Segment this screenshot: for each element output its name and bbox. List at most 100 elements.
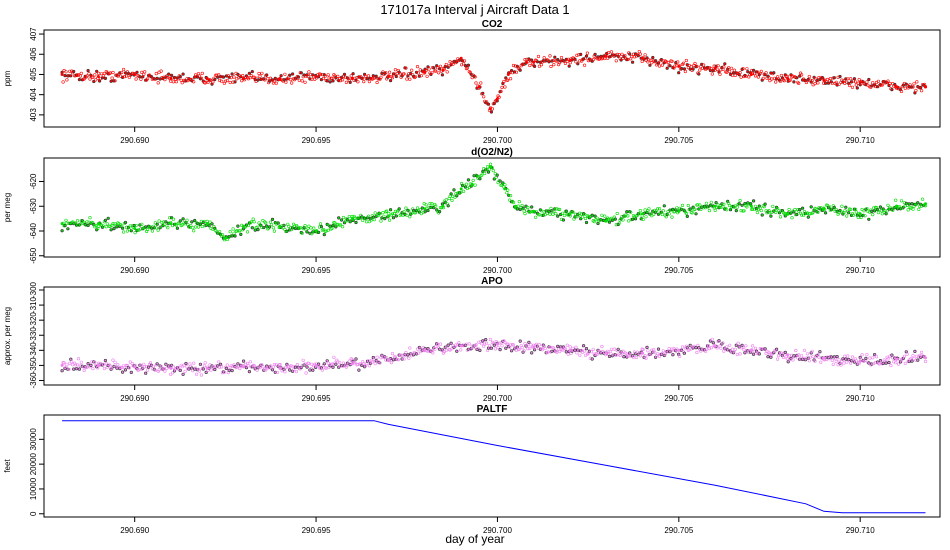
data-point (593, 52, 597, 57)
plot-frame (43, 286, 941, 386)
data-point (232, 231, 236, 235)
data-point (890, 353, 894, 357)
data-point (265, 224, 269, 228)
data-point (802, 348, 807, 352)
data-point (651, 55, 655, 60)
data-point (498, 348, 502, 352)
data-point (677, 209, 681, 213)
data-point (220, 79, 224, 83)
data-point (60, 363, 64, 367)
data-point (488, 337, 493, 342)
data-point (200, 71, 204, 75)
data-point (372, 218, 376, 222)
data-point (101, 224, 105, 228)
data-point (236, 224, 240, 228)
data-point (539, 209, 544, 213)
data-point (434, 69, 438, 73)
data-point (582, 349, 587, 353)
data-point (64, 218, 68, 222)
data-point (93, 73, 97, 77)
data-point (292, 368, 296, 372)
data-point (108, 364, 112, 368)
data-point (94, 78, 98, 82)
data-point (746, 70, 750, 74)
data-point (881, 207, 885, 211)
data-point (556, 57, 560, 62)
data-point (770, 77, 774, 81)
data-point (444, 348, 448, 353)
data-point (379, 219, 383, 223)
data-point (269, 222, 274, 227)
data-point (590, 357, 594, 361)
data-point (709, 66, 713, 71)
data-point (181, 372, 185, 376)
data-point (613, 217, 617, 221)
data-point (102, 71, 106, 76)
series-points-apo (60, 337, 928, 377)
data-point (870, 209, 874, 213)
data-point (919, 89, 924, 93)
data-point (184, 361, 188, 366)
data-point (857, 77, 861, 82)
data-point (695, 350, 699, 355)
data-point (110, 366, 114, 371)
data-point (441, 68, 445, 72)
data-point (841, 357, 845, 361)
data-point (197, 74, 202, 78)
data-point (470, 182, 474, 186)
data-point (140, 222, 144, 226)
data-point (78, 74, 82, 78)
data-point (139, 77, 143, 81)
data-point (481, 169, 485, 174)
data-point (295, 363, 300, 367)
data-point (156, 81, 160, 85)
data-point (785, 357, 789, 361)
data-point (299, 365, 303, 370)
data-point (853, 80, 858, 84)
y-tick-label: -330 (29, 327, 38, 344)
data-point (844, 205, 848, 209)
data-point (627, 219, 631, 223)
data-point (220, 233, 225, 237)
data-point (677, 348, 681, 352)
data-point (228, 230, 232, 234)
data-point (777, 211, 782, 215)
data-point (568, 348, 572, 352)
data-point (361, 218, 365, 222)
data-point (217, 73, 221, 77)
data-point (191, 369, 195, 373)
data-point (593, 214, 597, 218)
data-point (590, 213, 594, 217)
data-point (446, 343, 450, 347)
data-point (670, 347, 674, 351)
data-point (66, 227, 70, 231)
data-point (568, 345, 572, 349)
data-point (640, 59, 644, 64)
data-point (321, 227, 326, 232)
y-tick-label: 405 (29, 67, 38, 81)
data-point (60, 369, 64, 373)
data-point (477, 85, 481, 89)
data-point (331, 223, 335, 228)
data-point (149, 226, 153, 230)
data-point (265, 73, 269, 77)
data-point (821, 76, 825, 80)
data-point (535, 60, 540, 64)
data-point (865, 207, 869, 211)
data-point (486, 165, 490, 169)
data-point (763, 347, 767, 351)
panel-co2: CO2 ppm 290.690 290.695 290.700 290.705 290.71… (3, 19, 941, 145)
data-point (542, 56, 546, 60)
data-point (462, 62, 466, 66)
data-point (495, 97, 499, 101)
data-point (750, 207, 755, 211)
data-point (222, 370, 226, 374)
data-point (743, 351, 747, 355)
data-point (623, 54, 627, 58)
data-point (607, 354, 612, 359)
data-point (685, 214, 689, 218)
data-point (661, 209, 665, 213)
data-point (129, 229, 133, 233)
data-point (319, 225, 324, 229)
data-point (871, 356, 875, 360)
